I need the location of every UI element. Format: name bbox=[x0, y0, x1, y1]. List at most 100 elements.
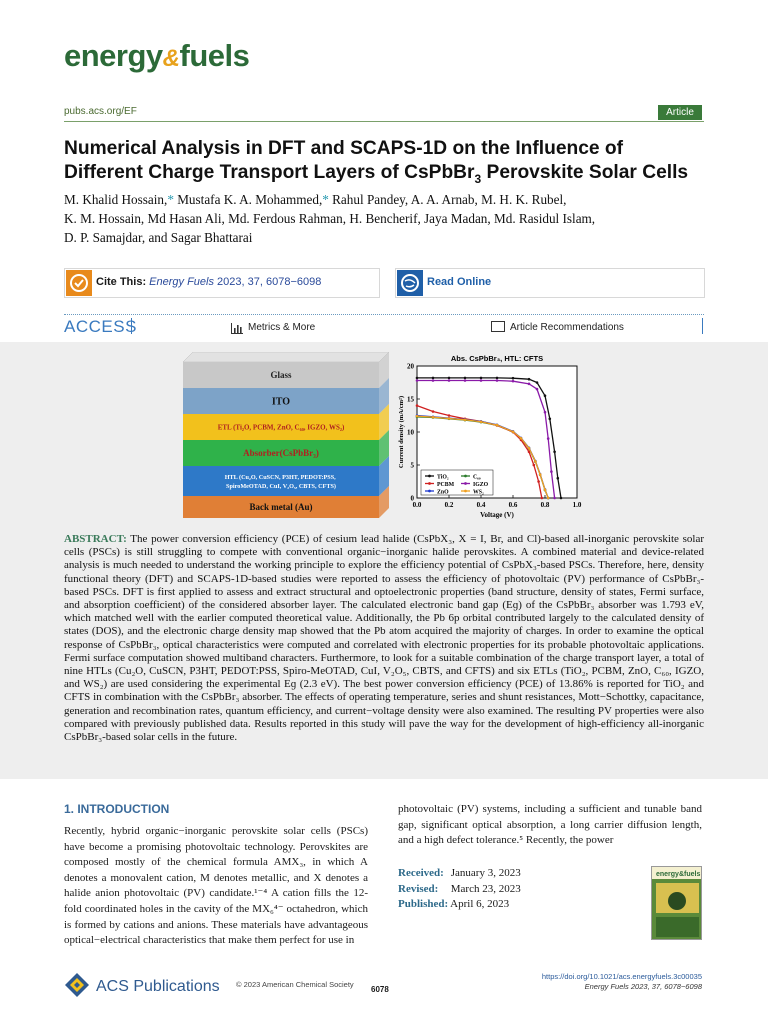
data-point bbox=[534, 460, 537, 463]
abstract-heading: ABSTRACT: bbox=[64, 533, 127, 545]
journal-cover-thumbnail[interactable]: energy&fuels bbox=[651, 866, 702, 940]
data-point bbox=[479, 376, 483, 380]
device-layer-side bbox=[379, 378, 389, 414]
data-point bbox=[447, 376, 451, 380]
data-point bbox=[527, 382, 531, 386]
data-point bbox=[548, 417, 552, 421]
data-point bbox=[553, 496, 556, 500]
layer-top-face bbox=[182, 351, 390, 363]
legend-marker bbox=[464, 474, 467, 478]
footer-citation: Energy Fuels 2023, 37, 6078−6098 bbox=[584, 982, 702, 991]
data-point bbox=[463, 379, 467, 382]
data-point bbox=[527, 377, 531, 381]
data-point bbox=[479, 379, 483, 382]
data-point bbox=[540, 496, 544, 500]
article-recommendations-icon[interactable] bbox=[491, 321, 505, 332]
data-point bbox=[431, 410, 435, 413]
device-layer bbox=[183, 414, 379, 440]
read-online-button[interactable] bbox=[395, 268, 705, 298]
device-layer-label: ETL (Ti₂O, PCBM, ZnO, C₆₀, IGZO, WS₂) bbox=[218, 423, 345, 431]
author-link[interactable]: M. Khalid Hossain, bbox=[64, 192, 168, 207]
x-axis-label: Voltage (V) bbox=[480, 511, 514, 519]
author-link[interactable]: Mustafa K. A. Mohammed, bbox=[173, 192, 323, 207]
data-point bbox=[431, 379, 435, 382]
data-point bbox=[519, 436, 523, 440]
read-online-label[interactable]: Read Online bbox=[427, 276, 492, 288]
corresponding-author-star[interactable]: * bbox=[322, 192, 329, 207]
section-heading: 1. INTRODUCTION bbox=[64, 802, 170, 816]
article-recommendations-link[interactable]: Article Recommendations bbox=[510, 322, 624, 333]
access-separator bbox=[702, 318, 703, 334]
data-point bbox=[447, 414, 451, 417]
data-point bbox=[535, 387, 539, 391]
author-list: M. Khalid Hossain,* Mustafa K. A. Mohamm… bbox=[64, 190, 714, 247]
data-point bbox=[553, 450, 556, 454]
x-tick-label: 0.2 bbox=[445, 501, 454, 509]
legend-marker bbox=[464, 482, 467, 485]
data-point bbox=[415, 376, 419, 380]
bar-chart-icon[interactable] bbox=[231, 321, 243, 334]
data-point bbox=[546, 437, 550, 440]
data-point bbox=[532, 463, 536, 467]
x-tick-label: 0.6 bbox=[509, 501, 518, 509]
metrics-and-more-link[interactable]: Metrics & More bbox=[248, 322, 316, 333]
article-title: Numerical Analysis in DFT and SCAPS-1D o… bbox=[64, 138, 689, 186]
data-point bbox=[527, 446, 531, 450]
device-layer bbox=[183, 388, 379, 414]
publication-dates: Received: January 3, 2023 Revised: March… bbox=[398, 867, 521, 910]
journal-url[interactable]: pubs.acs.org/EF bbox=[64, 106, 137, 117]
legend-marker bbox=[464, 489, 467, 493]
data-point bbox=[556, 476, 560, 480]
device-layer bbox=[183, 440, 379, 466]
data-point bbox=[495, 423, 499, 427]
legend-label: IGZO bbox=[473, 482, 489, 488]
data-point bbox=[415, 379, 419, 382]
data-point bbox=[447, 417, 451, 420]
y-tick-label: 5 bbox=[411, 462, 415, 470]
data-point bbox=[463, 376, 467, 380]
device-layer-side bbox=[379, 430, 389, 466]
access-divider bbox=[64, 314, 704, 315]
device-layer-label: Glass bbox=[270, 370, 292, 380]
author-link[interactable]: Rahul Pandey, A. A. Arnab, M. H. K. Rube… bbox=[328, 192, 567, 207]
author-line[interactable]: K. M. Hossain, Md Hasan Ali, Md. Ferdous… bbox=[64, 211, 596, 226]
doi-link[interactable]: https://doi.org/10.1021/acs.energyfuels.… bbox=[541, 972, 702, 981]
y-tick-label: 10 bbox=[407, 429, 415, 437]
legend-label: PCBM bbox=[437, 482, 455, 488]
y-tick-label: 0 bbox=[411, 495, 415, 503]
data-point bbox=[511, 430, 515, 433]
x-tick-label: 0.4 bbox=[477, 501, 486, 509]
intro-paragraph-left: Recently, hybrid organic−inorganic perov… bbox=[64, 825, 368, 947]
data-point bbox=[495, 379, 499, 382]
device-layer-side bbox=[379, 486, 389, 518]
data-point bbox=[535, 381, 539, 384]
copyright-notice: © 2023 American Chemical Society bbox=[236, 980, 354, 989]
intro-paragraph-right: photovoltaic (PV) systems, including a s… bbox=[398, 803, 702, 847]
chart-title: Abs. CsPbBr₃, HTL: CFTS bbox=[451, 354, 543, 363]
legend-marker bbox=[428, 474, 431, 478]
device-layer-side bbox=[379, 456, 389, 496]
data-point bbox=[550, 470, 553, 473]
data-point bbox=[463, 418, 467, 422]
data-point bbox=[447, 379, 451, 382]
cite-this-button[interactable] bbox=[64, 268, 380, 298]
acs-logo-icon[interactable] bbox=[64, 972, 90, 998]
device-layer-label: Back metal (Au) bbox=[250, 502, 313, 512]
checkmark-icon bbox=[66, 270, 92, 296]
data-point bbox=[415, 414, 419, 418]
x-tick-label: 1.0 bbox=[573, 501, 582, 509]
device-layer-label: ITO bbox=[272, 396, 290, 407]
cite-this-label[interactable]: Cite This: Energy Fuels 2023, 37, 6078−6… bbox=[96, 276, 322, 288]
device-layer bbox=[183, 496, 379, 518]
jv-curve-chart: Abs. CsPbBr₃, HTL: CFTS 0.0 0.2 0.4 0.6 0.8 1.… bbox=[397, 352, 587, 530]
access-separator bbox=[131, 318, 132, 334]
x-tick-label: 0.0 bbox=[413, 501, 422, 509]
svg-text:energy&fuels: energy&fuels bbox=[656, 871, 700, 878]
author-line[interactable]: D. P. Samajdar, and Sagar Bhattarai bbox=[64, 230, 253, 245]
corresponding-author-star[interactable]: * bbox=[167, 192, 174, 207]
device-layer-label: Absorber(CsPbBr₃) bbox=[243, 448, 319, 458]
acs-publications-label[interactable]: ACS Publications bbox=[96, 978, 220, 995]
data-point bbox=[543, 410, 547, 414]
data-point bbox=[495, 376, 499, 380]
data-point bbox=[546, 496, 550, 500]
